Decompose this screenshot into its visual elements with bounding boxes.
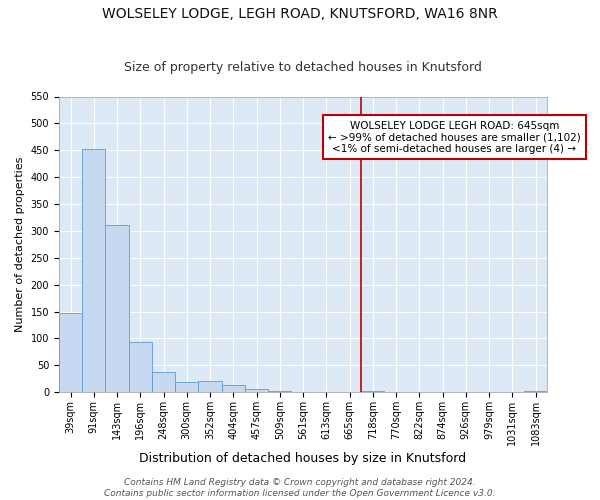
Bar — [152, 372, 175, 392]
Bar — [199, 381, 221, 392]
Bar — [128, 342, 152, 392]
Text: WOLSELEY LODGE, LEGH ROAD, KNUTSFORD, WA16 8NR: WOLSELEY LODGE, LEGH ROAD, KNUTSFORD, WA… — [102, 8, 498, 22]
Bar — [221, 384, 245, 392]
X-axis label: Distribution of detached houses by size in Knutsford: Distribution of detached houses by size … — [139, 452, 467, 465]
Bar — [59, 312, 82, 392]
Bar — [361, 390, 385, 392]
Bar — [524, 390, 547, 392]
Bar — [82, 149, 106, 392]
Bar — [268, 390, 292, 392]
Bar — [175, 382, 199, 392]
Bar — [106, 225, 128, 392]
Title: Size of property relative to detached houses in Knutsford: Size of property relative to detached ho… — [124, 62, 482, 74]
Text: WOLSELEY LODGE LEGH ROAD: 645sqm
← >99% of detached houses are smaller (1,102)
<: WOLSELEY LODGE LEGH ROAD: 645sqm ← >99% … — [328, 120, 581, 154]
Y-axis label: Number of detached properties: Number of detached properties — [15, 156, 25, 332]
Bar — [245, 390, 268, 392]
Text: Contains HM Land Registry data © Crown copyright and database right 2024.
Contai: Contains HM Land Registry data © Crown c… — [104, 478, 496, 498]
